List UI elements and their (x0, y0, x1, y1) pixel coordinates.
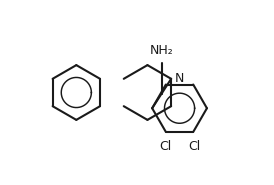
Text: Cl: Cl (188, 140, 200, 153)
Text: N: N (175, 72, 185, 85)
Text: NH₂: NH₂ (150, 44, 173, 58)
Text: Cl: Cl (160, 140, 172, 153)
